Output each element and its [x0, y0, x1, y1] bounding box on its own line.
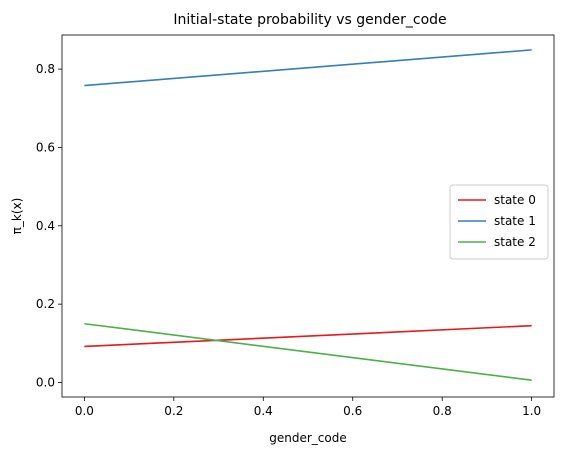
x-tick-label: 0.2: [164, 404, 183, 418]
x-tick-label: 0.0: [75, 404, 94, 418]
y-axis-label: π_k(x): [10, 198, 24, 235]
legend: state 0 state 1 state 2: [449, 184, 549, 260]
x-tick-label: 0.6: [343, 404, 362, 418]
series-line-state-0: [84, 324, 532, 348]
x-tick-label: 0.8: [433, 404, 452, 418]
y-tick-label: 0.4: [36, 219, 55, 233]
y-tick-label: 0.8: [36, 62, 55, 76]
axes-layer: [61, 34, 555, 398]
series-layer: [84, 49, 532, 381]
series-line-state-2: [84, 322, 532, 381]
plot-frame: [61, 34, 555, 398]
x-tick-label: 1.0: [522, 404, 541, 418]
y-tick-label: 0.2: [36, 297, 55, 311]
x-axis-label: gender_code: [269, 431, 346, 445]
legend-label-state-2: state 2: [494, 235, 536, 249]
legend-box: [449, 184, 549, 260]
y-tick-label: 0.0: [36, 376, 55, 390]
legend-label-state-1: state 1: [494, 214, 536, 228]
x-axis-ticks: 0.0 0.2 0.4 0.6 0.8 1.0: [75, 397, 541, 418]
y-tick-label: 0.6: [36, 140, 55, 154]
series-line-state-1: [84, 49, 532, 87]
y-axis-ticks: 0.0 0.2 0.4 0.6 0.8: [36, 62, 62, 390]
legend-label-state-0: state 0: [494, 193, 536, 207]
chart-title: Initial-state probability vs gender_code: [173, 12, 446, 28]
x-tick-label: 0.4: [254, 404, 273, 418]
